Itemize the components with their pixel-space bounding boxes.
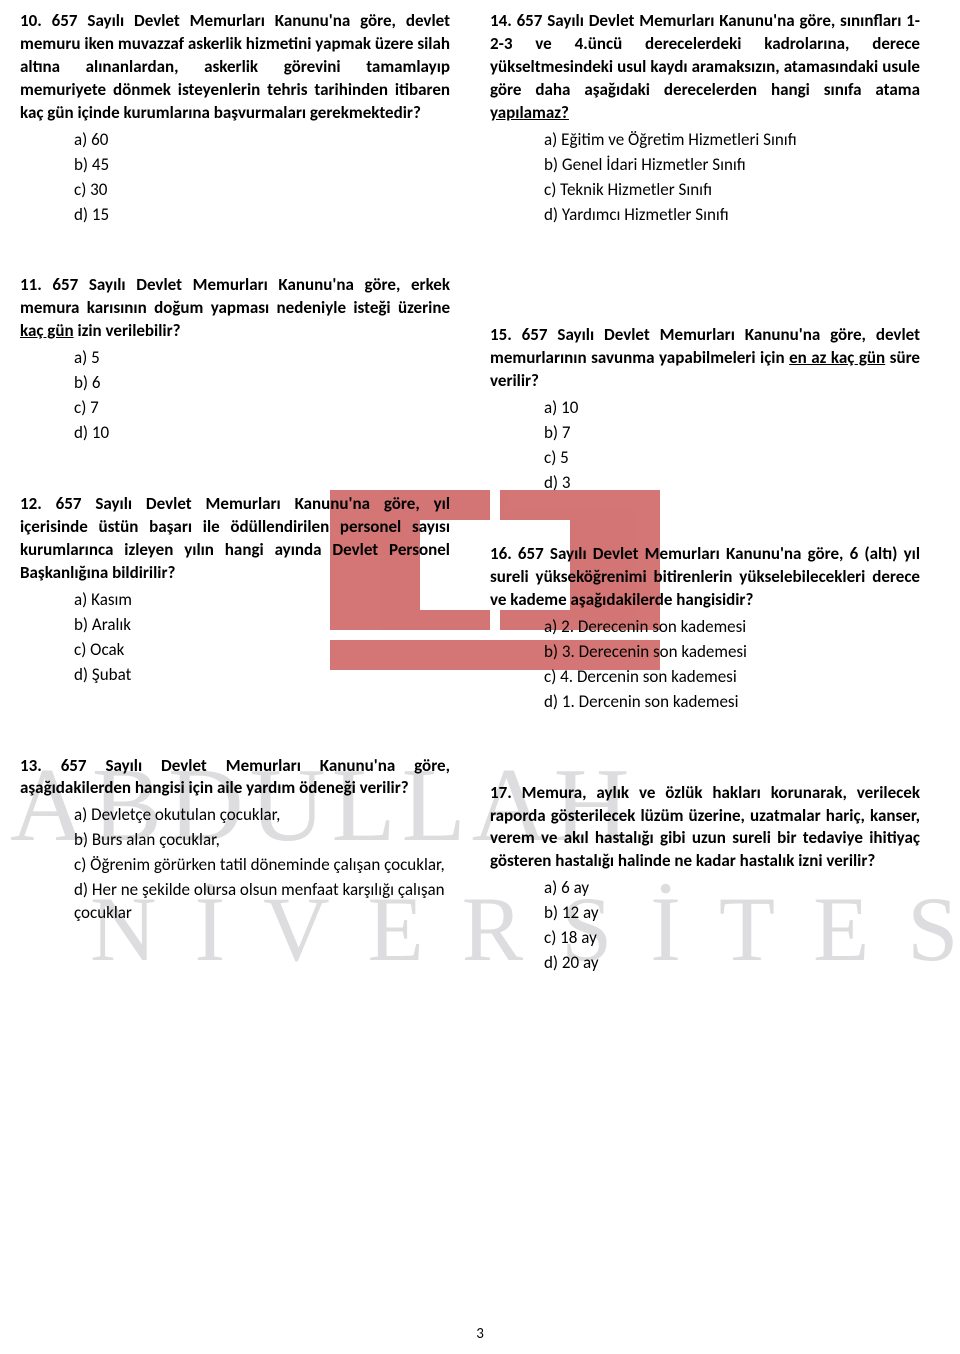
option-c: c) 7 <box>74 397 450 420</box>
question-number: 15. <box>490 324 512 345</box>
question-text: 10. 657 Sayılı Devlet Memurları Kanunu'n… <box>20 10 450 125</box>
option-d: d) Şubat <box>74 664 450 687</box>
option-a: a) Devletçe okutulan çocuklar, <box>74 804 450 827</box>
option-a: a) 5 <box>74 347 450 370</box>
option-b: b) 6 <box>74 372 450 395</box>
option-a: a) 60 <box>74 129 450 152</box>
question-number: 14. <box>490 10 512 31</box>
question-number: 12. <box>20 493 42 514</box>
option-d: d) 10 <box>74 422 450 445</box>
option-d: d) Yardımcı Hizmetler Sınıfı <box>544 204 920 227</box>
question-12: 12. 657 Sayılı Devlet Memurları Kanunu'n… <box>20 493 450 689</box>
question-body: 657 Sayılı Devlet Memurları Kanunu'na gö… <box>20 10 450 123</box>
question-underline: en az kaç gün <box>789 347 885 368</box>
question-body-b: izin verilebilir? <box>74 320 181 341</box>
content-area: 10. 657 Sayılı Devlet Memurları Kanunu'n… <box>0 0 960 977</box>
question-number: 13. <box>20 755 42 776</box>
question-15: 15. 657 Sayılı Devlet Memurları Kanunu'n… <box>490 324 920 497</box>
option-b: b) 45 <box>74 154 450 177</box>
option-b: b) 7 <box>544 422 920 445</box>
question-body: Memura, aylık ve özlük hakları korunarak… <box>490 782 920 872</box>
question-number: 11. <box>20 274 42 295</box>
options-list: a) Eğitim ve Öğretim Hizmetleri Sınıfı b… <box>490 129 920 227</box>
question-body-a: 657 Sayılı Devlet Memurları Kanunu'na gö… <box>490 10 920 100</box>
question-text: 15. 657 Sayılı Devlet Memurları Kanunu'n… <box>490 324 920 393</box>
options-list: a) 5 b) 6 c) 7 d) 10 <box>20 347 450 445</box>
option-c: c) 4. Dercenin son kademesi <box>544 666 920 689</box>
option-b: b) Genel İdari Hizmetler Sınıfı <box>544 154 920 177</box>
question-11: 11. 657 Sayılı Devlet Memurları Kanunu'n… <box>20 274 450 447</box>
question-underline: yapılamaz? <box>490 102 569 123</box>
page-number: 3 <box>0 1325 960 1343</box>
option-c: c) 30 <box>74 179 450 202</box>
question-body: 657 Sayılı Devlet Memurları Kanunu'na gö… <box>20 493 450 583</box>
option-d: d) Her ne şekilde olursa olsun menfaat k… <box>74 879 450 925</box>
question-underline: kaç gün <box>20 320 74 341</box>
option-a: a) 10 <box>544 397 920 420</box>
option-c: c) 5 <box>544 447 920 470</box>
options-list: a) Devletçe okutulan çocuklar, b) Burs a… <box>20 804 450 925</box>
question-text: 17. Memura, aylık ve özlük hakları korun… <box>490 782 920 874</box>
question-14: 14. 657 Sayılı Devlet Memurları Kanunu'n… <box>490 10 920 228</box>
option-a: a) 6 ay <box>544 877 920 900</box>
option-c: c) Teknik Hizmetler Sınıfı <box>544 179 920 202</box>
option-a: a) Kasım <box>74 589 450 612</box>
options-list: a) 60 b) 45 c) 30 d) 15 <box>20 129 450 227</box>
options-list: a) 2. Derecenin son kademesi b) 3. Derec… <box>490 616 920 714</box>
question-body: 657 Sayılı Devlet Memurları Kanunu'na gö… <box>20 755 450 799</box>
question-text: 14. 657 Sayılı Devlet Memurları Kanunu'n… <box>490 10 920 125</box>
option-d: d) 3 <box>544 472 920 495</box>
option-b: b) Aralık <box>74 614 450 637</box>
question-text: 16. 657 Sayılı Devlet Memurları Kanunu'n… <box>490 543 920 612</box>
option-b: b) 3. Derecenin son kademesi <box>544 641 920 664</box>
option-b: b) 12 ay <box>544 902 920 925</box>
options-list: a) Kasım b) Aralık c) Ocak d) Şubat <box>20 589 450 687</box>
question-number: 17. <box>490 782 512 803</box>
option-d: d) 20 ay <box>544 952 920 975</box>
left-column: 10. 657 Sayılı Devlet Memurları Kanunu'n… <box>20 10 450 977</box>
question-text: 13. 657 Sayılı Devlet Memurları Kanunu'n… <box>20 755 450 801</box>
question-body-a: 657 Sayılı Devlet Memurları Kanunu'na gö… <box>20 274 450 318</box>
options-list: a) 10 b) 7 c) 5 d) 3 <box>490 397 920 495</box>
option-d: d) 1. Dercenin son kademesi <box>544 691 920 714</box>
question-body: 657 Sayılı Devlet Memurları Kanunu'na gö… <box>490 543 920 610</box>
question-16: 16. 657 Sayılı Devlet Memurları Kanunu'n… <box>490 543 920 716</box>
option-d: d) 15 <box>74 204 450 227</box>
question-number: 10. <box>20 10 42 31</box>
right-column: 14. 657 Sayılı Devlet Memurları Kanunu'n… <box>490 10 920 977</box>
option-a: a) 2. Derecenin son kademesi <box>544 616 920 639</box>
option-c: c) Ocak <box>74 639 450 662</box>
option-a: a) Eğitim ve Öğretim Hizmetleri Sınıfı <box>544 129 920 152</box>
question-number: 16. <box>490 543 512 564</box>
option-b: b) Burs alan çocuklar, <box>74 829 450 852</box>
question-17: 17. Memura, aylık ve özlük hakları korun… <box>490 782 920 978</box>
option-c: c) 18 ay <box>544 927 920 950</box>
options-list: a) 6 ay b) 12 ay c) 18 ay d) 20 ay <box>490 877 920 975</box>
question-text: 11. 657 Sayılı Devlet Memurları Kanunu'n… <box>20 274 450 343</box>
option-c: c) Öğrenim görürken tatil döneminde çalı… <box>74 854 450 877</box>
question-text: 12. 657 Sayılı Devlet Memurları Kanunu'n… <box>20 493 450 585</box>
question-13: 13. 657 Sayılı Devlet Memurları Kanunu'n… <box>20 755 450 928</box>
question-10: 10. 657 Sayılı Devlet Memurları Kanunu'n… <box>20 10 450 228</box>
